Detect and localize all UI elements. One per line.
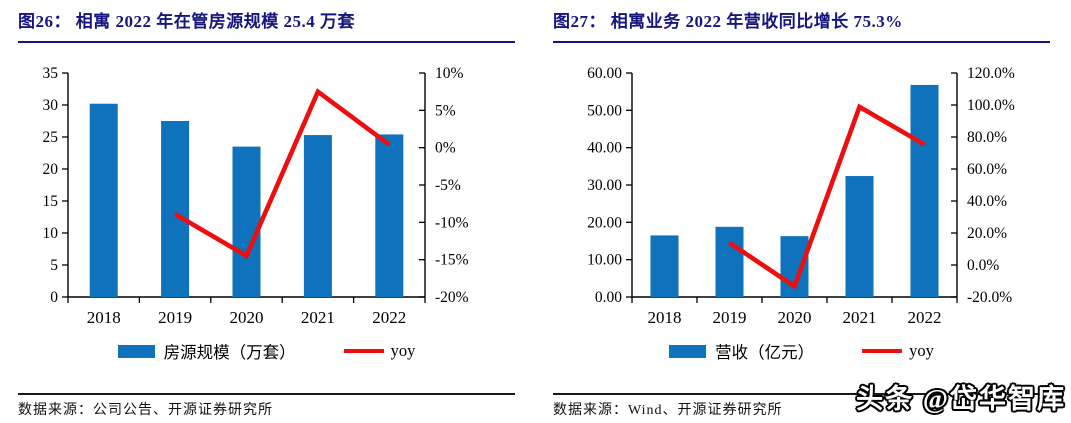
- bar-2018: [89, 103, 118, 297]
- bar-2020: [232, 146, 261, 297]
- x-axis-category-label: 2019: [158, 308, 192, 327]
- right-axis-label: -20.0%: [967, 289, 1012, 306]
- x-axis-category-label: 2021: [843, 308, 877, 327]
- x-axis-category-label: 2018: [648, 308, 682, 327]
- bar-legend-label: 房源规模（万套）: [163, 343, 296, 362]
- data-source: 数据来源：公司公告、开源证券研究所: [18, 393, 515, 420]
- right-axis-label: 100.0%: [967, 97, 1015, 114]
- chart-panel-27: 图27： 相寓业务 2022 年营收同比增长 75.3% 0.00 10.00 20…: [553, 8, 1050, 420]
- legend-item-line: yoy: [862, 341, 934, 361]
- legend-item-bar: 营收（亿元）: [669, 339, 814, 363]
- left-axis-label: 5: [50, 257, 58, 274]
- left-axis-label: 35: [43, 65, 59, 82]
- left-axis-label: 10: [43, 225, 59, 242]
- bar-line-chart: 0.00 10.00 20.00 30.00 40.00 50.00 60.00 -20.0%…: [587, 65, 1015, 327]
- right-axis-label: 0.0%: [967, 257, 999, 274]
- line-legend-label: yoy: [909, 341, 934, 360]
- chart-panel-26: 图26： 相寓 2022 年在管房源规模 25.4 万套 0 5 10 15 20 25 3…: [18, 8, 515, 420]
- bar-2019: [161, 121, 190, 297]
- bar-swatch-icon: [669, 344, 707, 358]
- right-axis-label: -10%: [435, 214, 469, 231]
- x-axis-category-label: 2018: [87, 308, 121, 327]
- right-axis-label: -20%: [435, 289, 469, 306]
- left-axis-label: 15: [43, 193, 59, 210]
- chart-title: 图26： 相寓 2022 年在管房源规模 25.4 万套: [18, 8, 515, 43]
- right-axis-label: 60.0%: [967, 161, 1007, 178]
- bar-2019: [715, 226, 744, 297]
- right-axis-label: 10%: [435, 65, 464, 82]
- left-axis-label: 50.00: [587, 102, 622, 119]
- line-swatch-icon: [343, 348, 384, 354]
- watermark: 头条 @岱华智库: [856, 384, 1066, 414]
- line-legend-label: yoy: [390, 341, 416, 360]
- data-source: 数据来源：Wind、开源证券研究所: [553, 393, 1050, 420]
- yoy-line: [173, 88, 391, 260]
- legend-item-line: yoy: [343, 341, 416, 361]
- bar-2021: [845, 176, 874, 297]
- right-axis-label: 5%: [435, 102, 456, 119]
- x-axis-category-label: 2020: [778, 308, 812, 327]
- x-axis-category-label: 2021: [301, 308, 335, 327]
- left-axis-label: 60.00: [587, 65, 622, 82]
- x-axis-category-label: 2020: [230, 308, 264, 327]
- bar-2022: [910, 84, 939, 297]
- left-axis-label: 0.00: [595, 289, 622, 306]
- x-axis-category-label: 2019: [713, 308, 747, 327]
- bar-legend-label: 营收（亿元）: [715, 343, 815, 362]
- right-axis-label: -15%: [435, 252, 469, 269]
- left-axis-label: 30: [43, 97, 59, 114]
- left-axis-label: 30.00: [587, 177, 622, 194]
- x-axis-category-label: 2022: [372, 308, 406, 327]
- left-axis-label: 20.00: [587, 214, 622, 231]
- right-axis-label: -5%: [435, 177, 461, 194]
- left-axis-label: 20: [43, 161, 59, 178]
- left-axis-label: 10.00: [587, 252, 622, 269]
- yoy-line: [728, 103, 926, 290]
- chart-title: 图27： 相寓业务 2022 年营收同比增长 75.3%: [553, 8, 1050, 43]
- chart-legend: 房源规模（万套） yoy: [18, 339, 515, 363]
- bar-swatch-icon: [117, 344, 155, 358]
- left-axis-label: 0: [50, 289, 58, 306]
- bar-2021: [303, 135, 332, 297]
- left-axis-label: 25: [43, 129, 59, 146]
- line-swatch-icon: [862, 348, 903, 354]
- right-axis-label: 40.0%: [967, 193, 1007, 210]
- right-axis-label: 80.0%: [967, 129, 1007, 146]
- bar-2022: [375, 134, 404, 297]
- x-axis-category-label: 2022: [908, 308, 942, 327]
- bar-2018: [650, 235, 679, 297]
- right-axis-label: 0%: [435, 140, 456, 157]
- right-axis-label: 20.0%: [967, 225, 1007, 242]
- chart-legend: 营收（亿元） yoy: [553, 339, 1050, 363]
- left-axis-label: 40.00: [587, 140, 622, 157]
- legend-item-bar: 房源规模（万套）: [117, 339, 296, 363]
- right-axis-label: 120.0%: [967, 65, 1015, 82]
- bar-line-chart: 0 5 10 15 20 25 30 35 -20% -15% -10% -5% 0% 5% 10% 2018…: [43, 65, 469, 327]
